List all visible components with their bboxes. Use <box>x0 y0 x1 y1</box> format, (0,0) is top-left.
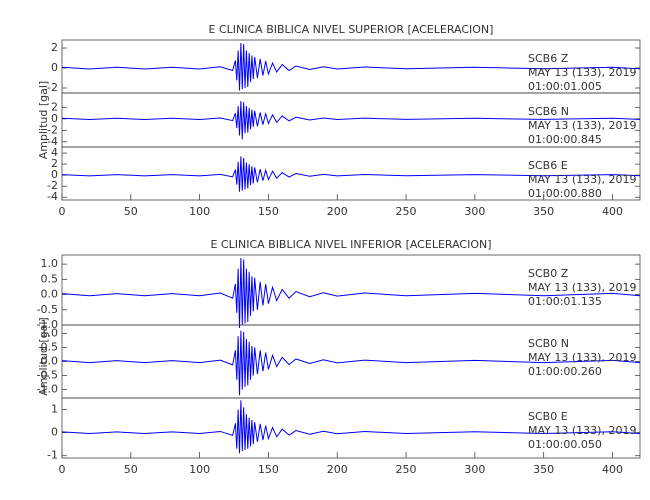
trace-annotation: MAY 13 (133), 2019 <box>528 66 636 79</box>
x-tick-label: 350 <box>533 463 554 476</box>
y-tick-label: 0.5 <box>41 340 59 353</box>
trace-annotation: MAY 13 (133), 2019 <box>528 119 636 132</box>
y-tick-label: 0 <box>51 112 58 125</box>
y-tick-label: 0 <box>51 426 58 439</box>
x-tick-label: 150 <box>258 463 279 476</box>
trace-annotation: 01:00:00.050 <box>528 438 602 451</box>
y-tick-label: 0 <box>51 168 58 181</box>
trace-annotation: 01:00:00.845 <box>528 133 602 146</box>
trace-annotation: 01:00:01.135 <box>528 295 602 308</box>
trace-annotation: MAY 13 (133), 2019 <box>528 173 636 186</box>
waveform <box>61 400 641 454</box>
trace-annotation: 01:00:00.880 <box>528 187 602 200</box>
trace-annotation: SCB0 E <box>528 410 568 423</box>
x-tick-label: 200 <box>327 205 348 218</box>
y-axis-label: Amplitud [gal] <box>37 81 50 159</box>
y-tick-label: 0 <box>51 61 58 74</box>
chart-title: E CLINICA BIBLICA NIVEL INFERIOR [ACELER… <box>210 238 491 251</box>
y-tick-label: 0.0 <box>41 288 59 301</box>
panel-frame <box>61 146 641 201</box>
trace-annotation: 01:00:01.005 <box>528 80 602 93</box>
trace-annotation: MAY 13 (133), 2019 <box>528 424 636 437</box>
y-tick-label: -4 <box>47 135 58 148</box>
x-tick-label: 300 <box>464 463 485 476</box>
y-tick-label: -2 <box>47 123 58 136</box>
x-tick-label: 350 <box>533 205 554 218</box>
x-tick-label: 50 <box>124 463 138 476</box>
y-tick-label: 0.5 <box>41 272 59 285</box>
x-tick-label: 250 <box>396 463 417 476</box>
y-tick-label: 2 <box>51 41 58 54</box>
y-axis-label: Amplitud [gal] <box>37 317 50 395</box>
y-tick-label: -1.0 <box>37 383 58 396</box>
x-tick-label: 250 <box>396 205 417 218</box>
x-tick-label: 100 <box>189 205 210 218</box>
x-tick-label: 200 <box>327 463 348 476</box>
y-tick-label: -1.0 <box>37 318 58 331</box>
x-tick-label: 0 <box>59 205 66 218</box>
y-tick-label: 1 <box>51 403 58 416</box>
waveform <box>61 42 641 91</box>
waveform <box>61 330 641 396</box>
x-tick-label: 150 <box>258 205 279 218</box>
trace-annotation: MAY 13 (133), 2019 <box>528 351 636 364</box>
trace-annotation: SCB6 Z <box>528 52 569 65</box>
x-tick-label: 300 <box>464 205 485 218</box>
waveform <box>61 156 641 192</box>
y-tick-label: 4 <box>51 146 58 159</box>
x-tick-label: 50 <box>124 205 138 218</box>
y-tick-label: -1 <box>47 449 58 462</box>
trace-annotation: SCB0 Z <box>528 267 569 280</box>
y-tick-label: 1.0 <box>41 326 59 339</box>
y-tick-label: 1.0 <box>41 257 59 270</box>
waveform <box>61 101 641 140</box>
y-tick-label: 2 <box>51 157 58 170</box>
y-tick-label: -4 <box>47 190 58 203</box>
panel-frame <box>61 397 641 459</box>
y-tick-label: -2 <box>47 81 58 94</box>
trace-annotation: 01:00:00.260 <box>528 365 602 378</box>
trace-annotation: SCB6 N <box>528 105 569 118</box>
chart-title: E CLINICA BIBLICA NIVEL SUPERIOR [ACELER… <box>209 23 494 36</box>
y-tick-label: 0.0 <box>41 355 59 368</box>
trace-annotation: MAY 13 (133), 2019 <box>528 281 636 294</box>
y-tick-label: -2 <box>47 179 58 192</box>
x-tick-label: 400 <box>602 205 623 218</box>
y-tick-label: -0.5 <box>37 303 58 316</box>
waveform <box>61 258 641 329</box>
y-tick-label: -0.5 <box>37 369 58 382</box>
x-tick-label: 100 <box>189 463 210 476</box>
y-tick-label: 2 <box>51 100 58 113</box>
trace-annotation: SCB0 N <box>528 337 569 350</box>
x-tick-label: 0 <box>59 463 66 476</box>
trace-annotation: SCB6 E <box>528 159 568 172</box>
x-tick-label: 400 <box>602 463 623 476</box>
